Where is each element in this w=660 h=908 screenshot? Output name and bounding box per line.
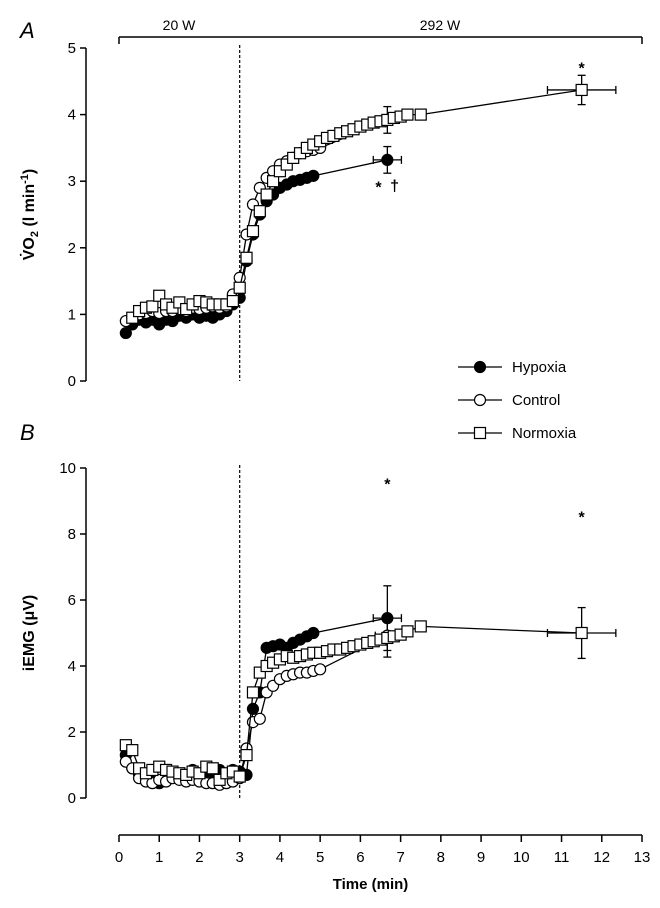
data-point-normoxia — [126, 744, 139, 757]
annotation-a-0: * — [579, 60, 586, 77]
data-point-normoxia — [414, 108, 427, 121]
data-point-normoxia — [575, 626, 588, 640]
ylabel-rest: (l min — [21, 184, 38, 231]
data-point-normoxia — [146, 300, 159, 313]
data-point-normoxia — [414, 620, 427, 633]
data-point-normoxia — [253, 666, 266, 679]
y-tick-label-a-3: 3 — [68, 173, 76, 190]
series-normoxia-b — [119, 606, 617, 786]
legend-marker-control — [473, 393, 487, 407]
annotation-a-1: * — [375, 180, 382, 197]
phase-label-292w: 292 W — [420, 17, 461, 33]
ylabel-end: ) — [21, 169, 38, 174]
x-tick-label-10: 10 — [513, 849, 530, 866]
y-tick-label-a-2: 2 — [68, 240, 76, 257]
y-tick-label-b-5: 10 — [59, 460, 76, 477]
data-point-normoxia — [401, 108, 414, 121]
phase-label-20w: 20 W — [163, 17, 196, 33]
data-point-normoxia — [253, 205, 266, 218]
data-point-hypoxia — [246, 702, 260, 716]
series-hypoxia-b — [119, 585, 403, 790]
data-point-normoxia — [213, 773, 226, 786]
annotation-a-2: † — [390, 178, 399, 195]
annotation-b-1: * — [579, 509, 586, 526]
data-point-normoxia — [226, 294, 239, 308]
x-axis-label: Time (min) — [333, 876, 409, 893]
data-point-normoxia — [246, 686, 260, 699]
panel-letter-b: B — [20, 420, 35, 445]
ylabel-sub: 2 — [29, 231, 41, 237]
y-tick-label-b-4: 8 — [68, 526, 76, 543]
legend-entry-hypoxia: Hypoxia — [458, 359, 567, 376]
legend-label-normoxia: Normoxia — [512, 425, 577, 442]
data-point-normoxia — [233, 281, 246, 294]
x-tick-label-0: 0 — [115, 849, 123, 866]
data-point-hypoxia — [119, 326, 132, 340]
data-point-control — [314, 663, 327, 676]
legend: Hypoxia Control Normoxia — [458, 359, 577, 442]
x-tick-label-5: 5 — [316, 849, 324, 866]
data-point-normoxia — [233, 770, 246, 783]
data-point-normoxia — [126, 311, 139, 324]
ylabel-main: V̇O — [20, 237, 38, 260]
y-axis-label-a: V̇O2 (l min-1) — [19, 169, 41, 260]
x-tick-label-8: 8 — [437, 849, 445, 866]
legend-entry-control: Control — [458, 392, 560, 409]
y-axis-label-b: iEMG (μV) — [21, 595, 38, 671]
annotation-b-0: * — [384, 476, 391, 493]
data-point-normoxia — [206, 762, 219, 775]
data-point-hypoxia — [307, 626, 320, 640]
data-point-normoxia — [173, 296, 186, 309]
y-tick-label-a-0: 0 — [68, 373, 76, 390]
data-point-hypoxia — [307, 169, 320, 182]
x-tick-label-12: 12 — [593, 849, 610, 866]
x-tick-label-3: 3 — [236, 849, 244, 866]
y-tick-label-b-0: 0 — [68, 790, 76, 807]
x-tick-label-4: 4 — [276, 849, 284, 866]
x-tick-label-11: 11 — [554, 849, 570, 866]
data-point-normoxia — [401, 625, 414, 638]
y-tick-label-b-3: 6 — [68, 592, 76, 609]
x-tick-label-6: 6 — [356, 849, 364, 866]
series-normoxia-a — [126, 74, 617, 324]
x-tick-label-9: 9 — [477, 849, 485, 866]
x-tick-label-13: 13 — [634, 849, 651, 866]
y-tick-label-b-2: 4 — [68, 658, 76, 675]
data-point-normoxia — [240, 748, 253, 762]
ylabel-sup: -1 — [19, 174, 31, 184]
y-tick-label-b-1: 2 — [68, 724, 76, 741]
legend-label-hypoxia: Hypoxia — [512, 359, 567, 376]
data-point-normoxia — [273, 165, 287, 178]
data-point-normoxia — [246, 225, 260, 238]
legend-marker-hypoxia — [473, 360, 487, 374]
y-tick-label-a-4: 4 — [68, 107, 76, 124]
data-point-normoxia — [280, 158, 293, 171]
data-point-normoxia — [575, 83, 588, 97]
x-tick-label-2: 2 — [195, 849, 203, 866]
y-tick-label-a-1: 1 — [68, 306, 76, 323]
data-point-hypoxia — [381, 153, 394, 166]
y-tick-label-a-5: 5 — [68, 40, 76, 57]
x-tick-label-7: 7 — [396, 849, 404, 866]
data-point-control — [253, 712, 266, 725]
phase-bar: 20 W 292 W — [118, 17, 643, 44]
legend-label-control: Control — [512, 392, 560, 409]
legend-entry-normoxia: Normoxia — [458, 425, 577, 442]
data-point-control — [233, 271, 246, 284]
data-point-normoxia — [266, 175, 280, 188]
x-tick-label-1: 1 — [155, 849, 163, 866]
legend-marker-normoxia — [473, 426, 487, 440]
data-point-normoxia — [193, 767, 206, 780]
panel-letter-a: A — [18, 18, 35, 43]
data-point-normoxia — [260, 188, 273, 201]
data-point-normoxia — [240, 251, 253, 264]
data-point-normoxia — [153, 289, 166, 302]
